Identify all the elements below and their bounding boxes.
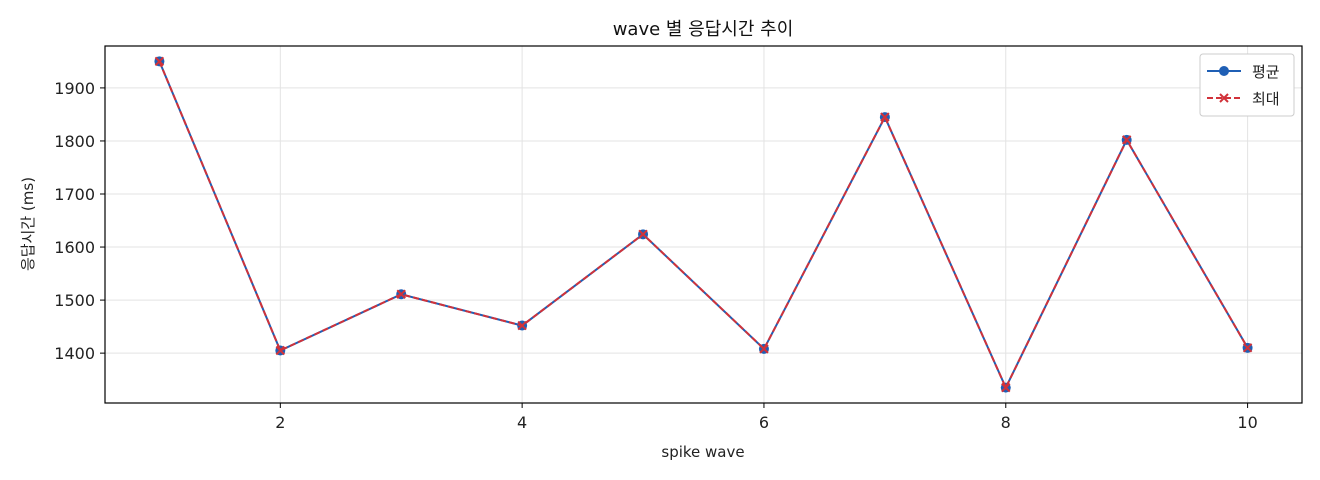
series-lines <box>154 56 1253 393</box>
data-point-max <box>1001 382 1011 393</box>
y-axis-title: 응답시간 (ms) <box>19 177 37 271</box>
x-tick-label: 10 <box>1237 413 1257 432</box>
data-point-max <box>275 345 286 356</box>
chart-title: wave 별 응답시간 추이 <box>613 19 794 40</box>
x-tick-label: 6 <box>759 413 769 432</box>
legend: 평균 최대 <box>1199 53 1295 117</box>
data-point-max <box>517 320 527 331</box>
data-point-max <box>638 229 648 240</box>
x-tick-label: 8 <box>1001 413 1011 432</box>
data-point-max <box>1121 135 1132 145</box>
data-point-max <box>880 112 890 122</box>
y-tick-label: 1600 <box>54 238 95 257</box>
data-point-max <box>759 344 769 354</box>
y-tick-label: 1900 <box>54 79 95 98</box>
data-point-max <box>154 56 165 67</box>
plot-area-frame <box>104 45 1303 404</box>
grid-lines <box>105 46 1302 403</box>
legend-box <box>1199 53 1295 117</box>
legend-label-max: 최대 <box>1252 90 1280 108</box>
y-tick-label: 1400 <box>54 344 95 363</box>
legend-marker-mean <box>1219 66 1229 76</box>
x-tick-label: 4 <box>517 413 527 432</box>
data-point-max <box>396 289 406 299</box>
y-tick-label: 1800 <box>54 132 95 151</box>
x-axis-title: spike wave <box>661 443 744 461</box>
x-tick-label: 2 <box>275 413 285 432</box>
legend-label-mean: 평균 <box>1252 63 1280 81</box>
data-point-max <box>1242 343 1253 353</box>
axis-ticks: 2 4 6 8 10 1400 1500 1600 1700 1800 1900 <box>54 79 1257 432</box>
y-tick-label: 1700 <box>54 185 95 204</box>
series-line-max <box>158 61 1249 390</box>
legend-marker-max <box>1219 93 1229 103</box>
y-tick-label: 1500 <box>54 291 95 310</box>
